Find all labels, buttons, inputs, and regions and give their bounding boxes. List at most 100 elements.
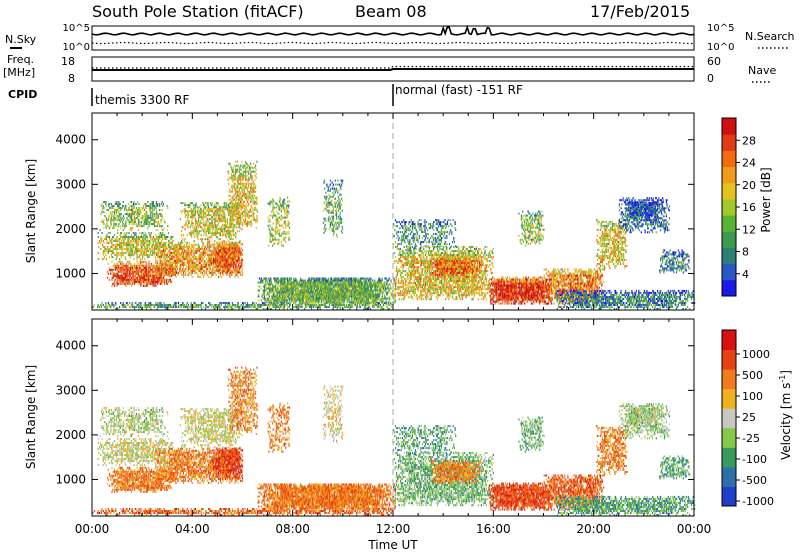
power-cell	[230, 251, 231, 253]
power-cell	[141, 225, 142, 227]
power-cell	[111, 279, 112, 281]
power-cell	[101, 240, 102, 242]
power-cell	[207, 274, 208, 276]
power-cell	[172, 242, 173, 244]
power-cell	[216, 247, 217, 249]
power-cell	[166, 281, 167, 283]
power-cell	[197, 276, 198, 278]
power-cell	[219, 304, 220, 306]
power-cell	[136, 265, 137, 267]
power-cell	[142, 236, 143, 238]
power-cell	[155, 244, 156, 246]
power-cell	[111, 246, 112, 248]
power-cell	[127, 217, 128, 219]
power-cell	[214, 222, 215, 224]
power-cell	[243, 302, 244, 304]
power-cell	[248, 183, 249, 185]
power-cell	[182, 268, 183, 270]
power-cell	[180, 218, 181, 220]
power-cell	[130, 279, 131, 281]
power-cell	[206, 232, 207, 234]
power-cell	[123, 275, 124, 277]
power-cell	[152, 240, 153, 242]
power-cell	[241, 304, 242, 306]
power-cell	[135, 232, 136, 234]
power-cell	[111, 238, 112, 240]
power-cell	[191, 236, 192, 238]
power-cell	[239, 245, 240, 247]
power-cell	[388, 304, 389, 306]
power-cell	[184, 260, 185, 262]
power-cell	[128, 263, 129, 265]
power-cell	[150, 205, 151, 207]
power-cell	[191, 224, 192, 226]
power-cell	[382, 306, 383, 308]
power-cell	[109, 256, 110, 258]
power-cell	[115, 254, 116, 256]
power-cell	[240, 306, 241, 308]
power-cell	[220, 212, 221, 214]
power-cell	[228, 243, 229, 245]
power-cell	[144, 275, 145, 277]
power-cell	[172, 262, 173, 264]
power-cell	[108, 242, 109, 244]
power-cell	[189, 256, 190, 258]
power-cell	[140, 285, 141, 287]
power-cell	[186, 244, 187, 246]
power-cell	[209, 268, 210, 270]
power-cell	[240, 193, 241, 195]
power-cell	[159, 213, 160, 215]
power-cell	[236, 199, 237, 201]
power-cell	[150, 304, 151, 306]
power-cell	[229, 230, 230, 232]
power-cell	[221, 206, 222, 208]
power-cell	[130, 246, 131, 248]
power-cell	[191, 264, 192, 266]
power-cell	[168, 304, 169, 306]
power-cell	[157, 262, 158, 264]
power-cell	[256, 227, 257, 229]
power-cell	[150, 302, 151, 304]
power-cell	[228, 240, 229, 242]
noise-tick-left-bottom: 10^0	[63, 42, 90, 53]
power-cell	[201, 216, 202, 218]
power-cell	[154, 304, 155, 306]
power-cell	[174, 250, 175, 252]
power-cell	[238, 165, 239, 167]
power-cell	[250, 193, 251, 195]
power-cell	[232, 191, 233, 193]
power-cell	[171, 281, 172, 283]
power-cell	[113, 223, 114, 225]
power-cell	[316, 304, 317, 306]
power-cell	[216, 220, 217, 222]
power-cell	[236, 203, 237, 205]
power-cell	[195, 256, 196, 258]
power-cell	[224, 247, 225, 249]
power-cell	[193, 232, 194, 234]
power-cell	[103, 250, 104, 252]
power-cell	[126, 213, 127, 215]
power-cell	[123, 269, 124, 271]
power-cell	[374, 306, 375, 308]
power-cell	[248, 187, 249, 189]
power-cell	[108, 304, 109, 306]
power-cell	[132, 227, 133, 229]
power-cell	[125, 283, 126, 285]
power-cell	[240, 251, 241, 253]
power-cell	[135, 271, 136, 273]
power-cell	[125, 242, 126, 244]
power-cell	[147, 246, 148, 248]
power-cell	[210, 232, 211, 234]
power-cell	[202, 258, 203, 260]
power-cell	[184, 210, 185, 212]
power-cell	[118, 215, 119, 217]
power-cell	[214, 272, 215, 274]
power-cell	[152, 269, 153, 271]
power-cell	[194, 252, 195, 254]
power-cell	[191, 274, 192, 276]
power-cell	[138, 265, 139, 267]
power-cell	[176, 266, 177, 268]
power-cell	[224, 263, 225, 265]
power-cell	[180, 244, 181, 246]
power-cell	[207, 214, 208, 216]
